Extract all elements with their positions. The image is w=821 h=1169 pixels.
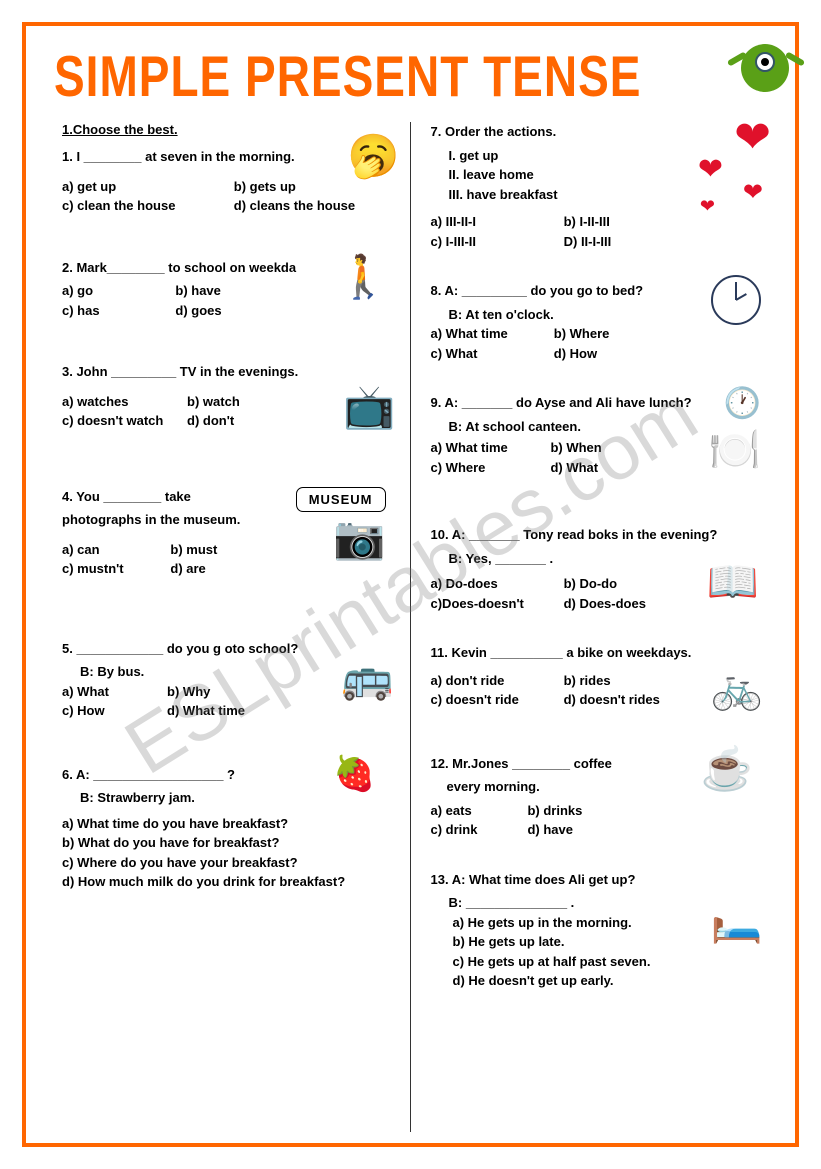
q7-ii: II. leave home <box>449 165 760 185</box>
jam-icon: 🍓 <box>333 757 375 791</box>
q13-opt-d[interactable]: d) He doesn't get up early. <box>453 971 760 991</box>
q9-opt-b[interactable]: b) When <box>550 438 660 458</box>
museum-sign: MUSEUM <box>296 487 386 513</box>
lunch-icon: 🍽️ <box>709 429 761 471</box>
q1-prompt: 1. I ________ at seven in the morning. <box>62 147 396 167</box>
q7-i: I. get up <box>449 146 760 166</box>
q8-opt-a[interactable]: a) What time <box>431 324 544 344</box>
q6-opt-b[interactable]: b) What do you have for breakfast? <box>62 833 396 853</box>
q10-opt-a[interactable]: a) Do-does <box>431 574 554 594</box>
q10-prompt: 10. A: _______ Tony read boks in the eve… <box>431 525 760 545</box>
q1-opt-d[interactable]: d) cleans the house <box>234 196 396 216</box>
question-12: ☕ 12. Mr.Jones ________ coffee every mor… <box>431 754 760 840</box>
q9-prompt: 9. A: _______ do Ayse and Ali have lunch… <box>431 393 760 413</box>
page-border: SIMPLE PRESENT TENSE 1.Choose the best. … <box>22 22 799 1147</box>
camera-icon: 📷 <box>333 517 385 559</box>
q7-prompt: 7. Order the actions. <box>431 122 760 142</box>
small-clock-icon: 🕐 <box>724 389 761 419</box>
q4-opt-b[interactable]: b) must <box>170 540 268 560</box>
q3-opt-d[interactable]: d) don't <box>187 411 302 431</box>
page-title: SIMPLE PRESENT TENSE <box>54 42 767 110</box>
q2-opt-b[interactable]: b) have <box>175 281 278 301</box>
q10-opt-c[interactable]: c)Does-doesn't <box>431 594 554 614</box>
q8-opt-d[interactable]: d) How <box>554 344 667 364</box>
question-3: 📺 3. John _________ TV in the evenings. … <box>62 362 396 431</box>
q7-opt-c[interactable]: c) I-III-II <box>431 232 554 252</box>
q9-opt-a[interactable]: a) What time <box>431 438 541 458</box>
question-13: 🛏️ 13. A: What time does Ali get up? B: … <box>431 870 760 991</box>
q3-prompt: 3. John _________ TV in the evenings. <box>62 362 396 382</box>
question-7: 7. Order the actions. I. get up II. leav… <box>431 122 760 251</box>
bus-icon: 🚌 <box>341 657 393 699</box>
q5-opt-b[interactable]: b) Why <box>167 682 262 702</box>
q9-opt-c[interactable]: c) Where <box>431 458 541 478</box>
q11-opt-d[interactable]: d) doesn't rides <box>564 690 687 710</box>
q11-opt-a[interactable]: a) don't ride <box>431 671 554 691</box>
q8-opt-b[interactable]: b) Where <box>554 324 667 344</box>
bike-icon: 🚲 <box>711 667 763 709</box>
question-5: 🚌 5. ____________ do you g oto school? B… <box>62 639 396 721</box>
q5-opt-a[interactable]: a) What <box>62 682 157 702</box>
q12-opt-a[interactable]: a) eats <box>431 801 518 821</box>
q2-opt-a[interactable]: a) go <box>62 281 165 301</box>
q1-opt-b[interactable]: b) gets up <box>234 177 396 197</box>
q1-opt-c[interactable]: c) clean the house <box>62 196 224 216</box>
q2-opt-c[interactable]: c) has <box>62 301 165 321</box>
question-4: MUSEUM 📷 4. You ________ take photograph… <box>62 487 396 579</box>
question-11: 🚲 11. Kevin __________ a bike on weekday… <box>431 643 760 710</box>
q8-opt-c[interactable]: c) What <box>431 344 544 364</box>
q7-opt-a[interactable]: a) III-II-I <box>431 212 554 232</box>
q2-opt-d[interactable]: d) goes <box>175 301 278 321</box>
q13-prompt: 13. A: What time does Ali get up? <box>431 870 760 890</box>
coffee-icon: ☕ <box>701 748 753 790</box>
section-heading: 1.Choose the best. <box>62 122 396 137</box>
q4-opt-c[interactable]: c) mustn't <box>62 559 160 579</box>
bed-icon: 🛏️ <box>711 900 763 942</box>
question-9: 🕐 🍽️ 9. A: _______ do Ayse and Ali have … <box>431 393 760 477</box>
q6-opt-c[interactable]: c) Where do you have your breakfast? <box>62 853 396 873</box>
q7-iii: III. have breakfast <box>449 185 760 205</box>
question-8: 8. A: _________ do you go to bed? B: At … <box>431 281 760 363</box>
question-1: 🥱 1. I ________ at seven in the morning.… <box>62 147 396 216</box>
question-2: 🚶 2. Mark________ to school on weekda a)… <box>62 258 396 321</box>
q5-opt-d[interactable]: d) What time <box>167 701 262 721</box>
q11-opt-c[interactable]: c) doesn't ride <box>431 690 554 710</box>
q1-opt-a[interactable]: a) get up <box>62 177 224 197</box>
question-6: 🍓 6. A: __________________ ? B: Strawber… <box>62 765 396 892</box>
q8-prompt: 8. A: _________ do you go to bed? <box>431 281 760 301</box>
walk-icon: 🚶 <box>337 256 389 298</box>
q5-opt-c[interactable]: c) How <box>62 701 157 721</box>
reading-icon: 📖 <box>707 561 759 603</box>
q13-opt-c[interactable]: c) He gets up at half past seven. <box>453 952 760 972</box>
q4-opt-d[interactable]: d) are <box>170 559 268 579</box>
q3-opt-c[interactable]: c) doesn't watch <box>62 411 177 431</box>
q10-opt-b[interactable]: b) Do-do <box>564 574 687 594</box>
right-column: ❤ ❤ ❤ ❤ 7. Order the actions. I. get up … <box>411 122 768 1132</box>
q11-opt-b[interactable]: b) rides <box>564 671 687 691</box>
q10-opt-d[interactable]: d) Does-does <box>564 594 687 614</box>
q9-opt-d[interactable]: d) What <box>550 458 660 478</box>
q6-opt-d[interactable]: d) How much milk do you drink for breakf… <box>62 872 396 892</box>
q6-opt-a[interactable]: a) What time do you have breakfast? <box>62 814 396 834</box>
q7-opt-d[interactable]: D) II-I-III <box>564 232 687 252</box>
q3-opt-b[interactable]: b) watch <box>187 392 302 412</box>
q4-opt-a[interactable]: a) can <box>62 540 160 560</box>
q3-opt-a[interactable]: a) watches <box>62 392 177 412</box>
q12-opt-c[interactable]: c) drink <box>431 820 518 840</box>
tv-icon: 📺 <box>343 386 395 428</box>
yawn-icon: 🥱 <box>347 135 399 177</box>
clock-icon <box>711 275 761 325</box>
q12-opt-d[interactable]: d) have <box>527 820 614 840</box>
q12-opt-b[interactable]: b) drinks <box>527 801 614 821</box>
question-10: 📖 10. A: _______ Tony read boks in the e… <box>431 525 760 613</box>
q7-opt-b[interactable]: b) I-II-III <box>564 212 687 232</box>
left-column: 1.Choose the best. 🥱 1. I ________ at se… <box>54 122 411 1132</box>
q11-prompt: 11. Kevin __________ a bike on weekdays. <box>431 643 760 663</box>
